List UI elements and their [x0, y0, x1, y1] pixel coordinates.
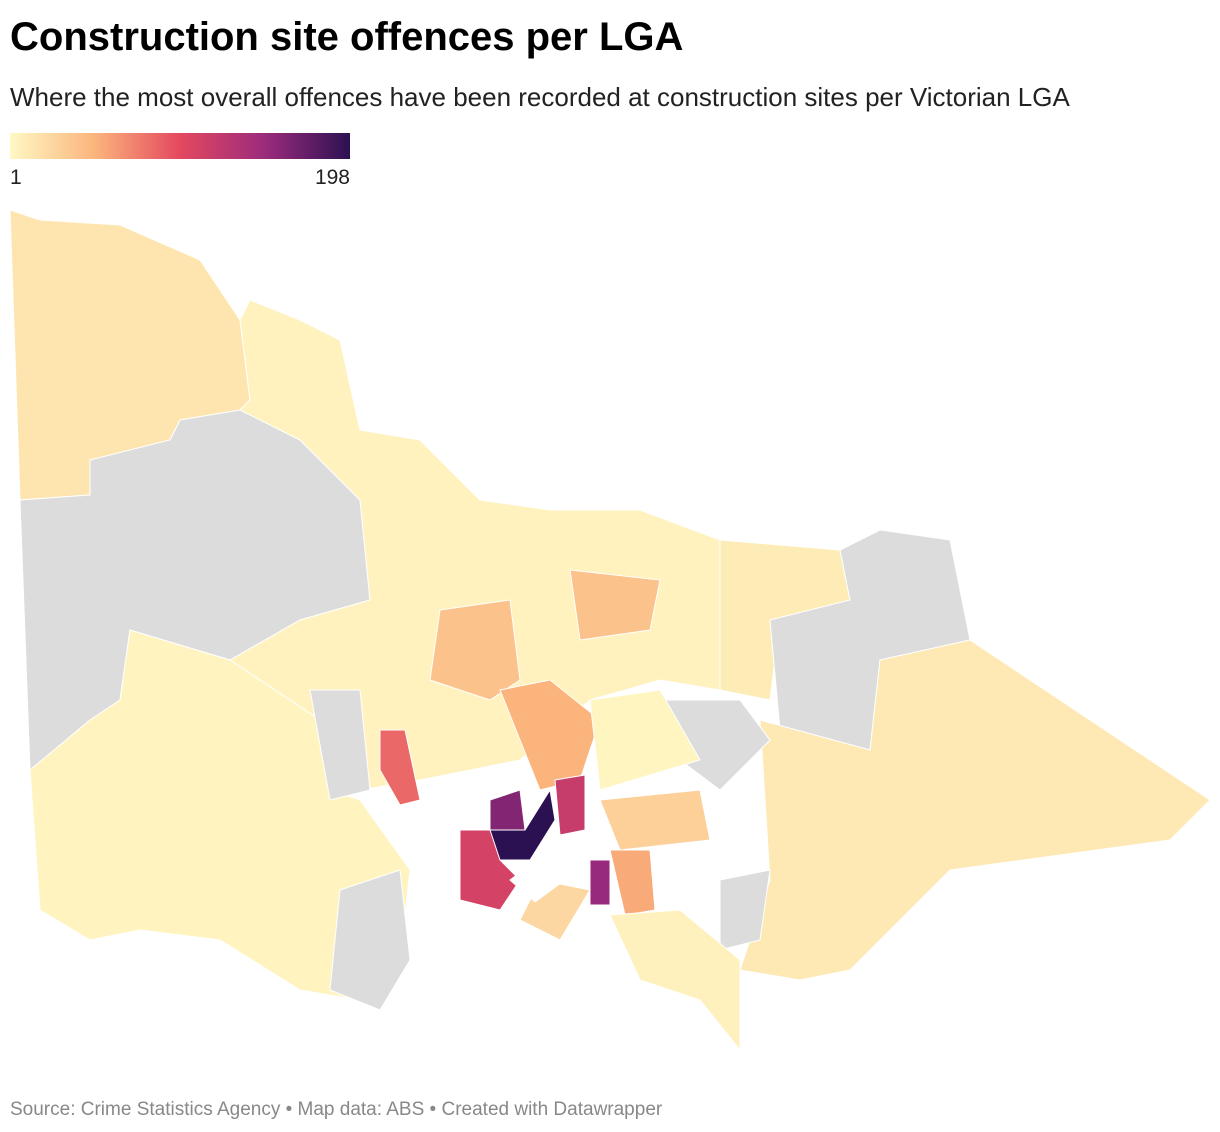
legend-min: 1	[10, 166, 22, 189]
legend-max: 198	[315, 166, 350, 189]
lga-region	[29, 629, 411, 1001]
lga-region	[489, 789, 526, 831]
lga-region	[589, 859, 611, 906]
lga-region	[609, 849, 656, 916]
footer: Source: Crime Statistics Agency • Map da…	[10, 1099, 663, 1120]
lga-region	[719, 869, 771, 951]
lga-region	[309, 689, 371, 801]
bay	[509, 849, 566, 903]
map	[9, 209, 1211, 1052]
lga-region	[739, 639, 1211, 981]
lga-region	[599, 789, 711, 851]
lga-region	[329, 869, 411, 1011]
lga-region	[589, 689, 701, 791]
lga-region	[554, 774, 586, 836]
lga-region	[429, 599, 521, 701]
title: Construction site offences per LGA	[10, 15, 683, 59]
lga-region	[379, 729, 421, 806]
lga-region	[609, 909, 741, 1052]
legend-gradient	[10, 133, 350, 159]
lga-region	[569, 569, 661, 641]
subtitle: Where the most overall offences have bee…	[10, 82, 1070, 112]
